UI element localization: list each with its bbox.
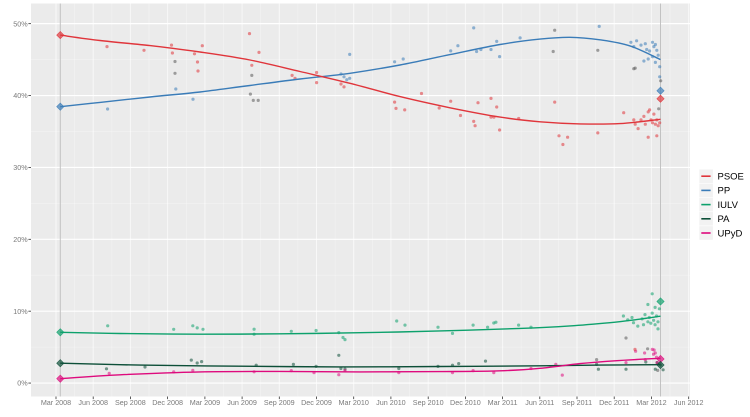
svg-text:Sep 2008: Sep 2008 <box>115 398 146 407</box>
svg-text:10%: 10% <box>13 307 28 316</box>
svg-text:Jun 2010: Jun 2010 <box>376 398 406 407</box>
svg-text:PSOE: PSOE <box>718 172 744 183</box>
svg-text:Jun 2012: Jun 2012 <box>674 398 704 407</box>
svg-text:PA: PA <box>718 214 731 225</box>
svg-text:20%: 20% <box>13 235 28 244</box>
svg-text:Mar 2011: Mar 2011 <box>488 398 518 407</box>
svg-text:Jun 2011: Jun 2011 <box>525 398 554 407</box>
svg-text:Mar 2009: Mar 2009 <box>190 398 220 407</box>
svg-text:Mar 2008: Mar 2008 <box>41 398 71 407</box>
svg-text:Dec 2010: Dec 2010 <box>450 398 481 407</box>
svg-text:30%: 30% <box>13 163 28 172</box>
svg-text:PP: PP <box>718 186 731 197</box>
svg-text:Mar 2010: Mar 2010 <box>339 398 369 407</box>
svg-text:Jun 2009: Jun 2009 <box>227 398 257 407</box>
svg-text:Dec 2011: Dec 2011 <box>599 398 629 407</box>
svg-text:Sep 2011: Sep 2011 <box>562 398 592 407</box>
svg-text:Jun 2008: Jun 2008 <box>78 398 108 407</box>
svg-text:Mar 2012: Mar 2012 <box>636 398 666 407</box>
svg-text:Sep 2010: Sep 2010 <box>413 398 444 407</box>
svg-text:Dec 2008: Dec 2008 <box>152 398 183 407</box>
svg-text:Sep 2009: Sep 2009 <box>264 398 295 407</box>
svg-text:50%: 50% <box>13 19 28 28</box>
svg-text:UPyD: UPyD <box>718 228 743 239</box>
svg-text:IULV: IULV <box>718 200 739 211</box>
svg-text:Dec 2009: Dec 2009 <box>301 398 332 407</box>
svg-text:0%: 0% <box>17 379 28 388</box>
svg-text:40%: 40% <box>13 91 28 100</box>
